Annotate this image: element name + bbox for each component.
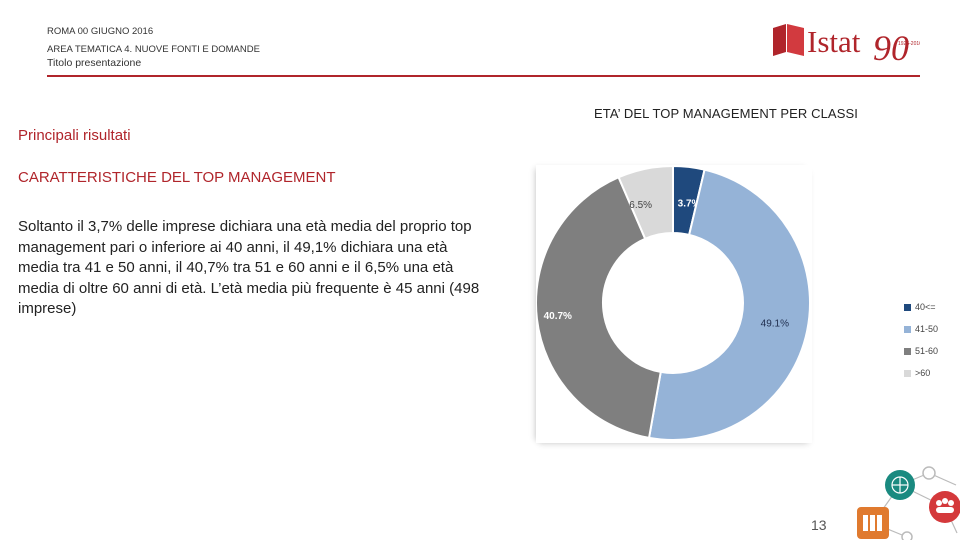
data-label-2: 49.1%	[761, 319, 789, 330]
legend-swatch	[904, 325, 911, 333]
legend-item-1: 40<=	[904, 296, 938, 318]
header-date: ROMA 00 GIUGNO 2016	[47, 26, 154, 37]
logo-years: 1926-2016	[898, 41, 920, 47]
data-label-4: 6.5%	[629, 200, 652, 211]
legend-label: 41-50	[915, 324, 939, 334]
legend-item-4: >60	[904, 362, 938, 384]
legend-swatch	[904, 303, 911, 311]
istat-logo: Istat 90 1926-2016	[773, 24, 920, 68]
header-rule	[47, 75, 920, 77]
page-number: 13	[811, 517, 827, 533]
logo-book-icon	[773, 24, 804, 56]
logo-number: 90	[873, 28, 909, 68]
chart-title: ETA’ DEL TOP MANAGEMENT PER CLASSI	[594, 106, 858, 121]
chart-legend: 40<= 41-50 51-60 >60	[904, 296, 938, 384]
header-area: AREA TEMATICA 4. NUOVE FONTI E DOMANDE	[47, 44, 260, 55]
section-title: Principali risultati	[18, 127, 131, 144]
legend-label: 51-60	[915, 346, 939, 356]
chart-frame: 3.7% 49.1% 40.7% 6.5%	[536, 165, 812, 443]
donut-slice-2	[647, 168, 811, 441]
subsection-title: CARATTERISTICHE DEL TOP MANAGEMENT	[18, 169, 336, 186]
legend-label: >60	[915, 368, 931, 378]
legend-item-3: 51-60	[904, 340, 938, 362]
legend-item-2: 41-50	[904, 318, 938, 340]
data-label-1: 3.7%	[678, 198, 701, 209]
donut-slice-3	[536, 175, 662, 440]
data-label-3: 40.7%	[544, 311, 572, 322]
decorative-network-graphic	[857, 466, 960, 540]
legend-swatch	[904, 347, 911, 355]
donut-chart: 3.7% 49.1% 40.7% 6.5%	[536, 165, 811, 441]
logo-wordmark: Istat	[807, 24, 861, 59]
body-paragraph: Soltanto il 3,7% delle imprese dichiara …	[18, 218, 480, 317]
donut-slice-4	[617, 165, 674, 241]
header-presentation-title: Titolo presentazione	[47, 57, 142, 69]
legend-swatch	[904, 369, 911, 377]
legend-label: 40<=	[915, 302, 936, 312]
